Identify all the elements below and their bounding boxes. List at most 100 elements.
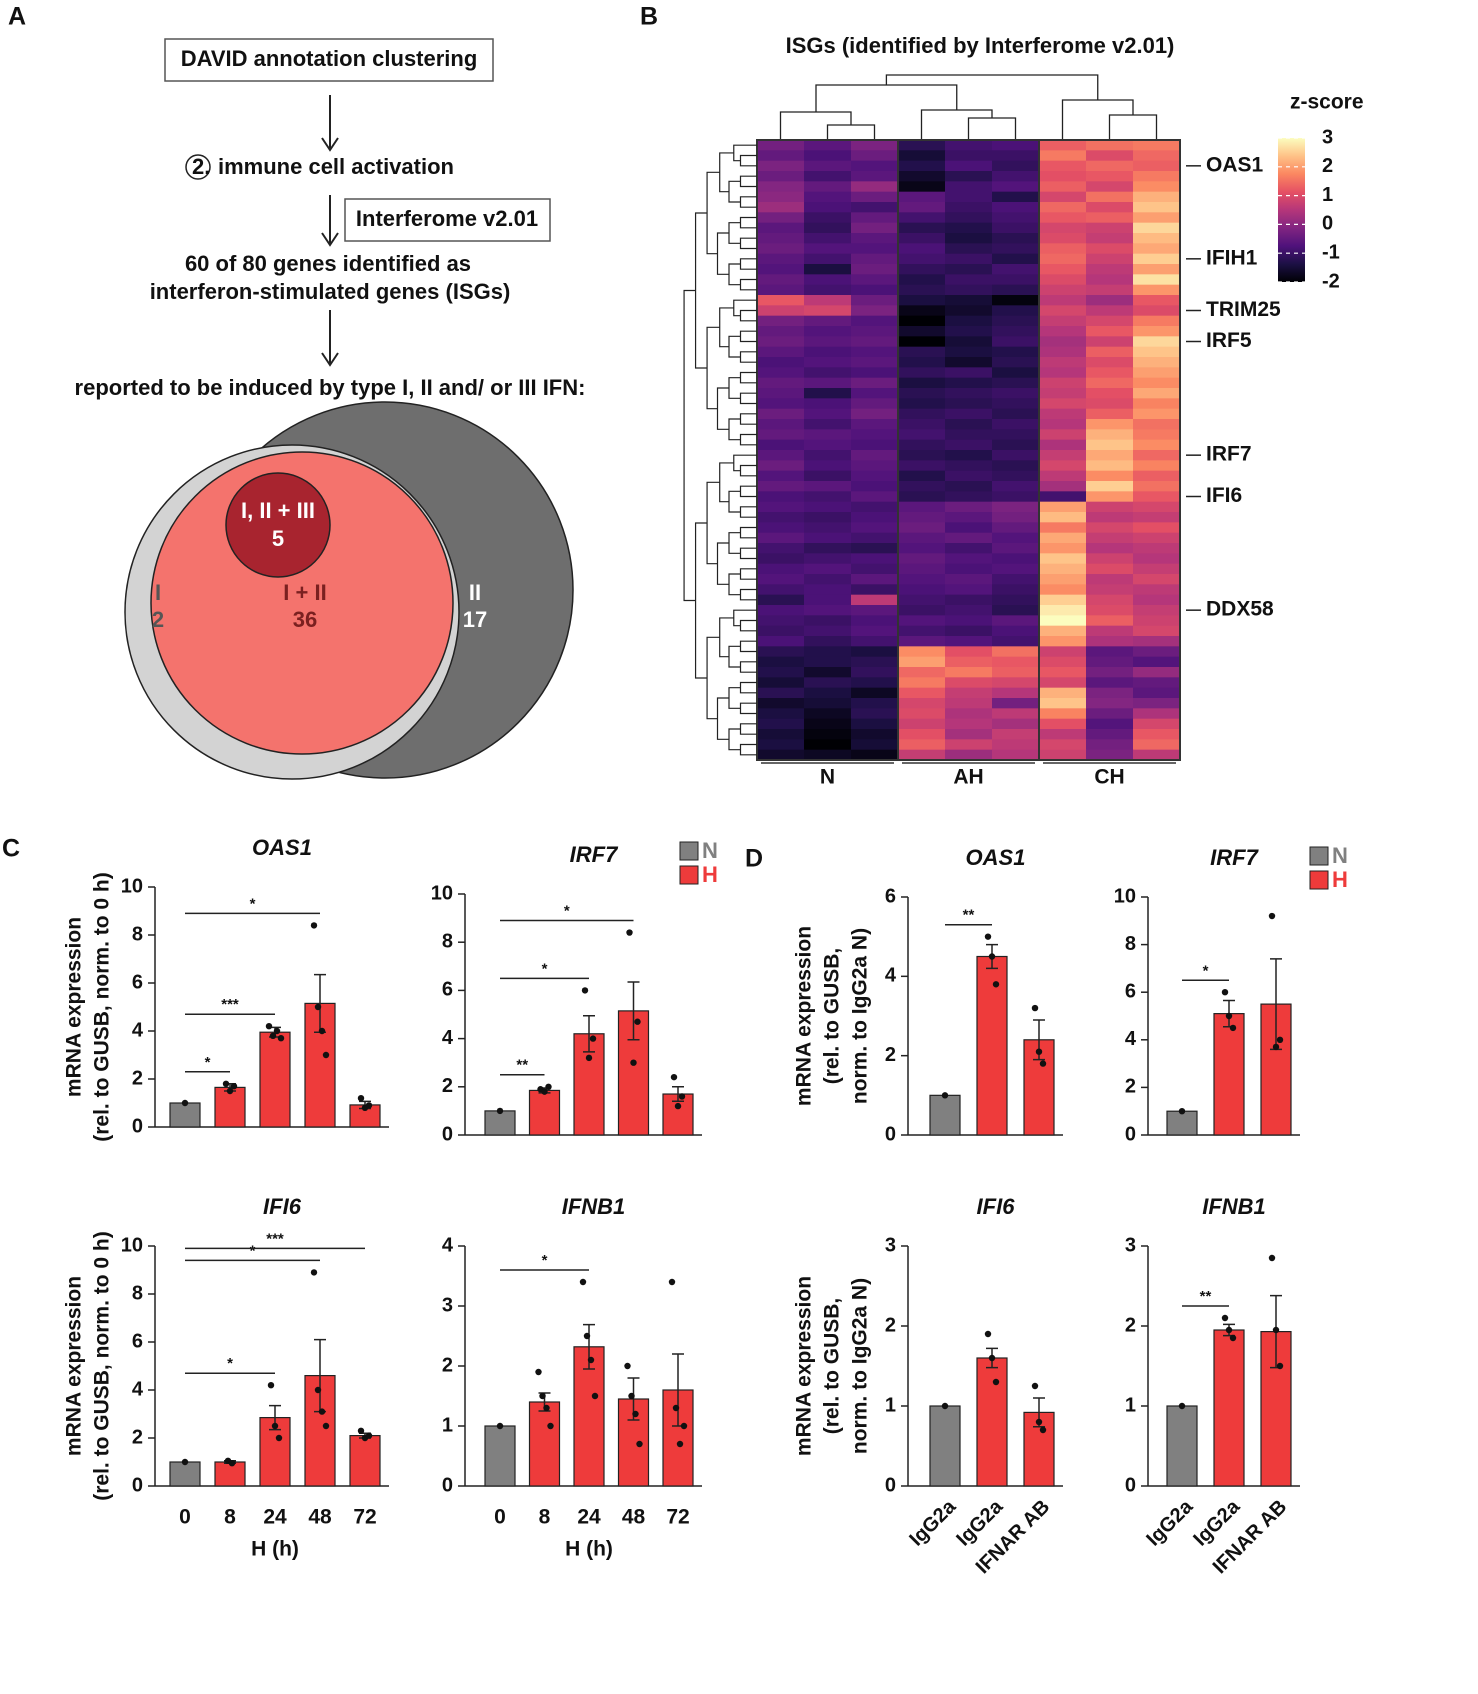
- y-tick-label: 8: [442, 930, 453, 952]
- y-tick-label: 0: [1125, 1123, 1136, 1145]
- bar: [528, 1089, 561, 1136]
- data-point: [941, 1402, 949, 1410]
- data-point: [587, 1356, 595, 1364]
- x-tick-label: 8: [539, 1506, 551, 1529]
- heatmap-cell: [1086, 233, 1134, 244]
- data-point: [314, 1003, 322, 1011]
- x-tick-label: 48: [308, 1506, 332, 1529]
- heatmap-cell: [851, 284, 899, 296]
- y-tick-label: 4: [885, 965, 897, 987]
- y-tick-label: 8: [132, 923, 143, 945]
- heatmap-cell: [851, 574, 899, 585]
- heatmap-cell: [945, 636, 993, 647]
- y-tick-label: 2: [885, 1314, 896, 1336]
- heatmap-cell: [1039, 284, 1087, 296]
- heatmap-cell: [1133, 749, 1181, 761]
- heatmap-cell: [1086, 460, 1134, 472]
- heatmap-cell: [1086, 171, 1134, 182]
- heatmap-cell: [992, 749, 1040, 761]
- heatmap-cell: [757, 522, 805, 534]
- heatmap-cell: [804, 687, 852, 699]
- heatmap-cell: [898, 625, 946, 637]
- y-tick-label: 3: [885, 1234, 896, 1256]
- data-point: [318, 1027, 326, 1035]
- heatmap-cell: [804, 563, 852, 575]
- heatmap-cell: [898, 388, 946, 399]
- heatmap-cell: [804, 388, 852, 399]
- data-point: [1039, 1060, 1047, 1067]
- data-point: [322, 1051, 330, 1059]
- heatmap-cell: [1133, 357, 1181, 368]
- heatmap-cell: [945, 574, 993, 585]
- heatmap-cell: [1039, 191, 1087, 203]
- significance-label: **: [516, 1057, 528, 1074]
- heatmap-cell: [1039, 388, 1087, 399]
- heatmap-cell: [898, 408, 946, 420]
- heatmap-cell: [992, 718, 1040, 730]
- heatmap-cell: [851, 140, 899, 151]
- x-tick-label: 72: [666, 1506, 689, 1529]
- venn: I 2 I + II 36 II 17 I, II + III 5: [124, 401, 574, 780]
- heatmap-cell: [757, 625, 805, 637]
- colorbar-tick-label: 3: [1322, 126, 1333, 148]
- heatmap-cell: [898, 708, 946, 720]
- heatmap-cell: [945, 377, 993, 389]
- heatmap-cell: [757, 553, 805, 565]
- heatmap-cell: [1133, 656, 1181, 668]
- heatmap-cell: [1039, 749, 1087, 761]
- chart-title: ISGs (identified by Interferome v2.01): [786, 33, 1175, 58]
- heatmap-cell: [851, 543, 899, 554]
- heatmap-cell: [898, 687, 946, 699]
- y-tick-label: 2: [442, 1075, 453, 1097]
- heatmap-cell: [1133, 563, 1181, 575]
- heatmap-cell: [945, 326, 993, 337]
- heatmap-cell: [945, 305, 993, 317]
- heatmap-cell: [851, 470, 899, 482]
- y-axis-title: (rel. to GUSB, norm. to 0 h): [91, 1231, 114, 1501]
- colorbar-tick-label: -1: [1322, 241, 1340, 263]
- heatmap-cell: [851, 501, 899, 513]
- heatmap-cell: [945, 667, 993, 678]
- heatmap-cell: [851, 336, 899, 348]
- heatmap-cell: [992, 408, 1040, 420]
- heatmap-cell: [804, 429, 852, 441]
- heatmap-cell: [804, 295, 852, 306]
- heatmap-cell: [1039, 233, 1087, 244]
- bar: [169, 1102, 201, 1128]
- data-point: [1035, 1418, 1043, 1426]
- heatmap-cell: [804, 367, 852, 379]
- heatmap-cell: [757, 160, 805, 172]
- heatmap-cell: [757, 470, 805, 482]
- heatmap-cell: [851, 667, 899, 678]
- y-tick-label: 6: [885, 885, 896, 907]
- arrow: [321, 195, 339, 247]
- significance-label: **: [963, 907, 975, 924]
- heatmap-cell: [804, 522, 852, 534]
- heatmap-cell: [1086, 677, 1134, 689]
- heatmap-cell: [945, 470, 993, 482]
- error-bar: [672, 1086, 684, 1103]
- bar: [929, 1094, 961, 1136]
- y-tick-label: 2: [132, 1067, 143, 1089]
- heatmap-cell: [992, 398, 1040, 410]
- heatmap-cell: [1133, 377, 1181, 389]
- bar: [259, 1031, 291, 1128]
- heatmap-cell: [898, 677, 946, 689]
- heatmap-cell: [898, 181, 946, 193]
- heatmap-cell: [945, 315, 993, 327]
- row-label: TRIM25: [1206, 298, 1281, 321]
- heatmap-cell: [992, 388, 1040, 399]
- y-axis-title: mRNA expression: [793, 926, 816, 1106]
- heatmap-cell: [757, 181, 805, 193]
- heatmap-cell: [898, 491, 946, 503]
- number-circle: [185, 154, 211, 180]
- heatmap-cell: [945, 284, 993, 296]
- significance-label: *: [250, 895, 256, 912]
- heatmap-cell: [804, 191, 852, 203]
- heatmap-cell: [1086, 584, 1134, 596]
- heatmap-cell: [992, 295, 1040, 306]
- data-point: [181, 1458, 189, 1466]
- data-point: [357, 1427, 365, 1435]
- group-label: AH: [953, 766, 983, 789]
